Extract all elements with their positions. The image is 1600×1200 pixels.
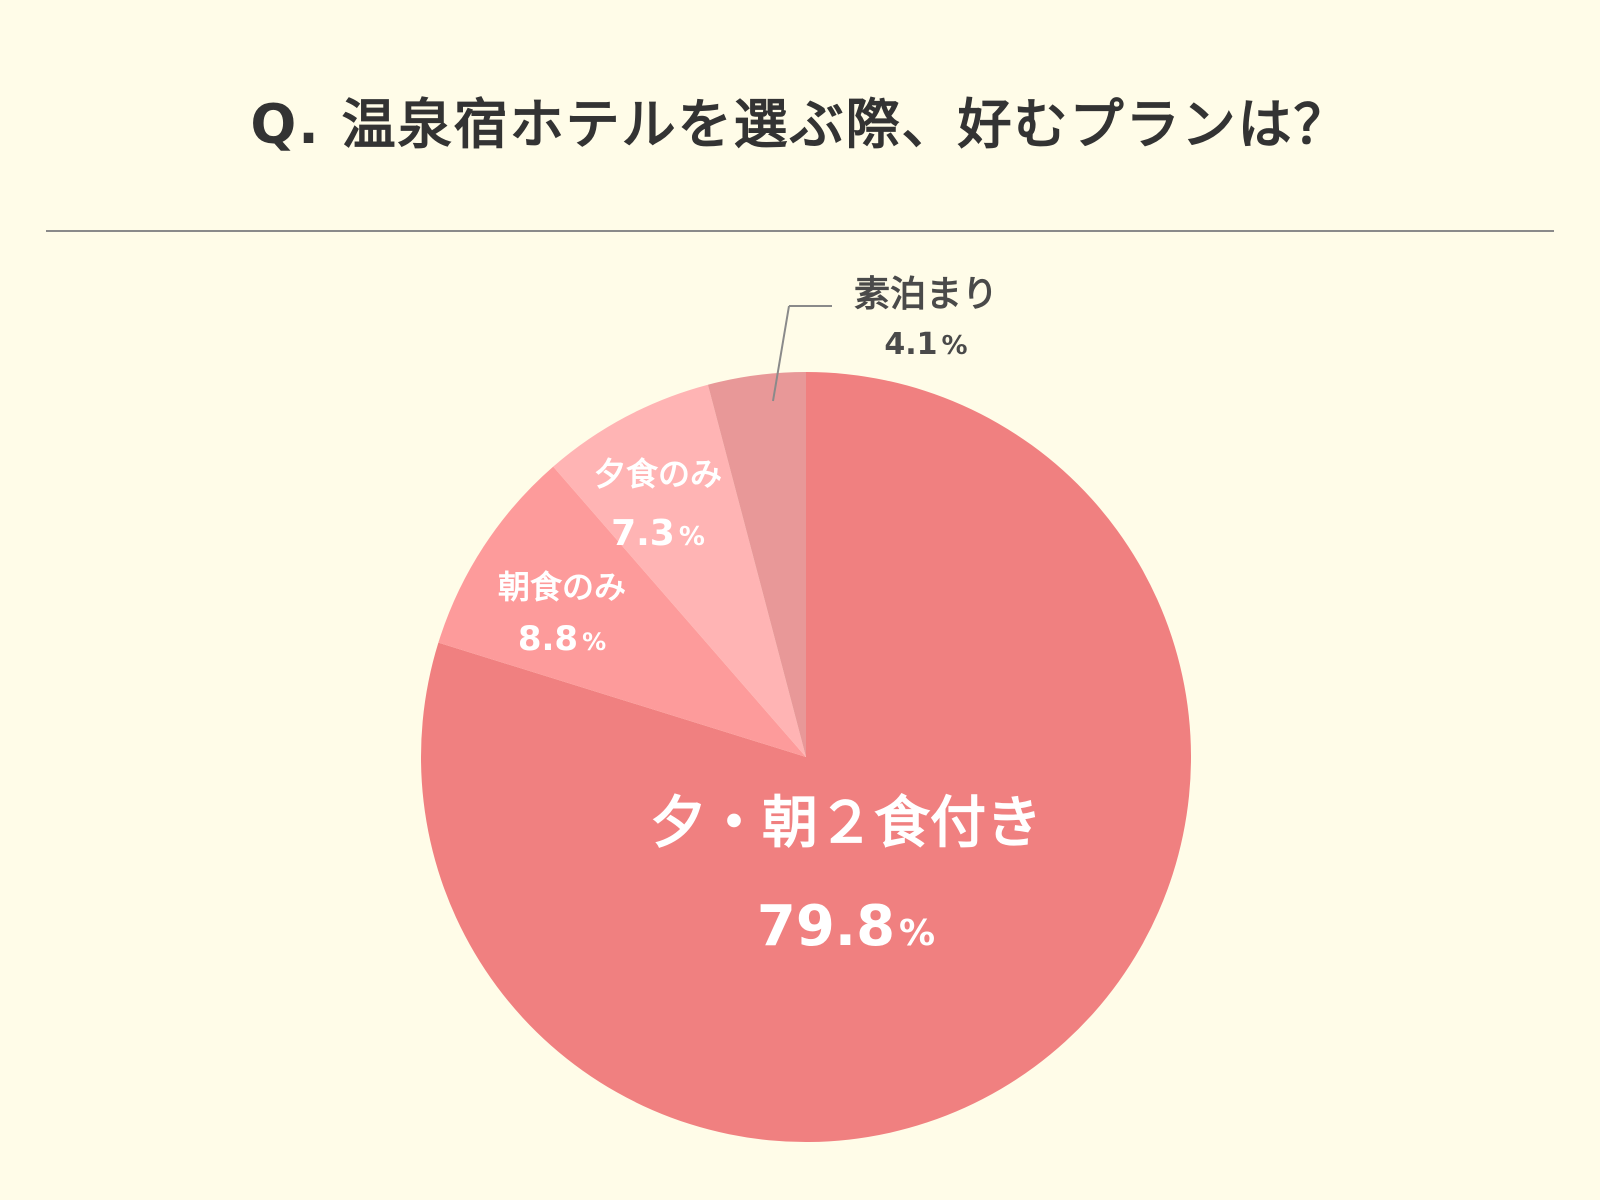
slice-value-label: 7.3% [611,513,705,554]
slice-name-label: 夕食のみ [594,455,722,493]
slice-value-label: 79.8% [757,894,935,959]
pie-slice [438,466,806,757]
slice-value-label: 4.1% [884,327,967,362]
leader-line [772,305,790,402]
slice-name-label: 素泊まり [854,274,998,315]
chart-title: Q. 温泉宿ホテルを選ぶ際、好むプランは？ [250,93,1350,156]
slice-name-label: 夕・朝２食付き [650,791,1042,856]
slice-name-label: 朝食のみ [498,568,626,606]
pie-slice [553,384,806,757]
slice-value-label: 8.8% [518,619,606,659]
pie-slice [420,372,1191,1142]
pie-slice [707,372,806,757]
title-divider [46,230,1554,232]
